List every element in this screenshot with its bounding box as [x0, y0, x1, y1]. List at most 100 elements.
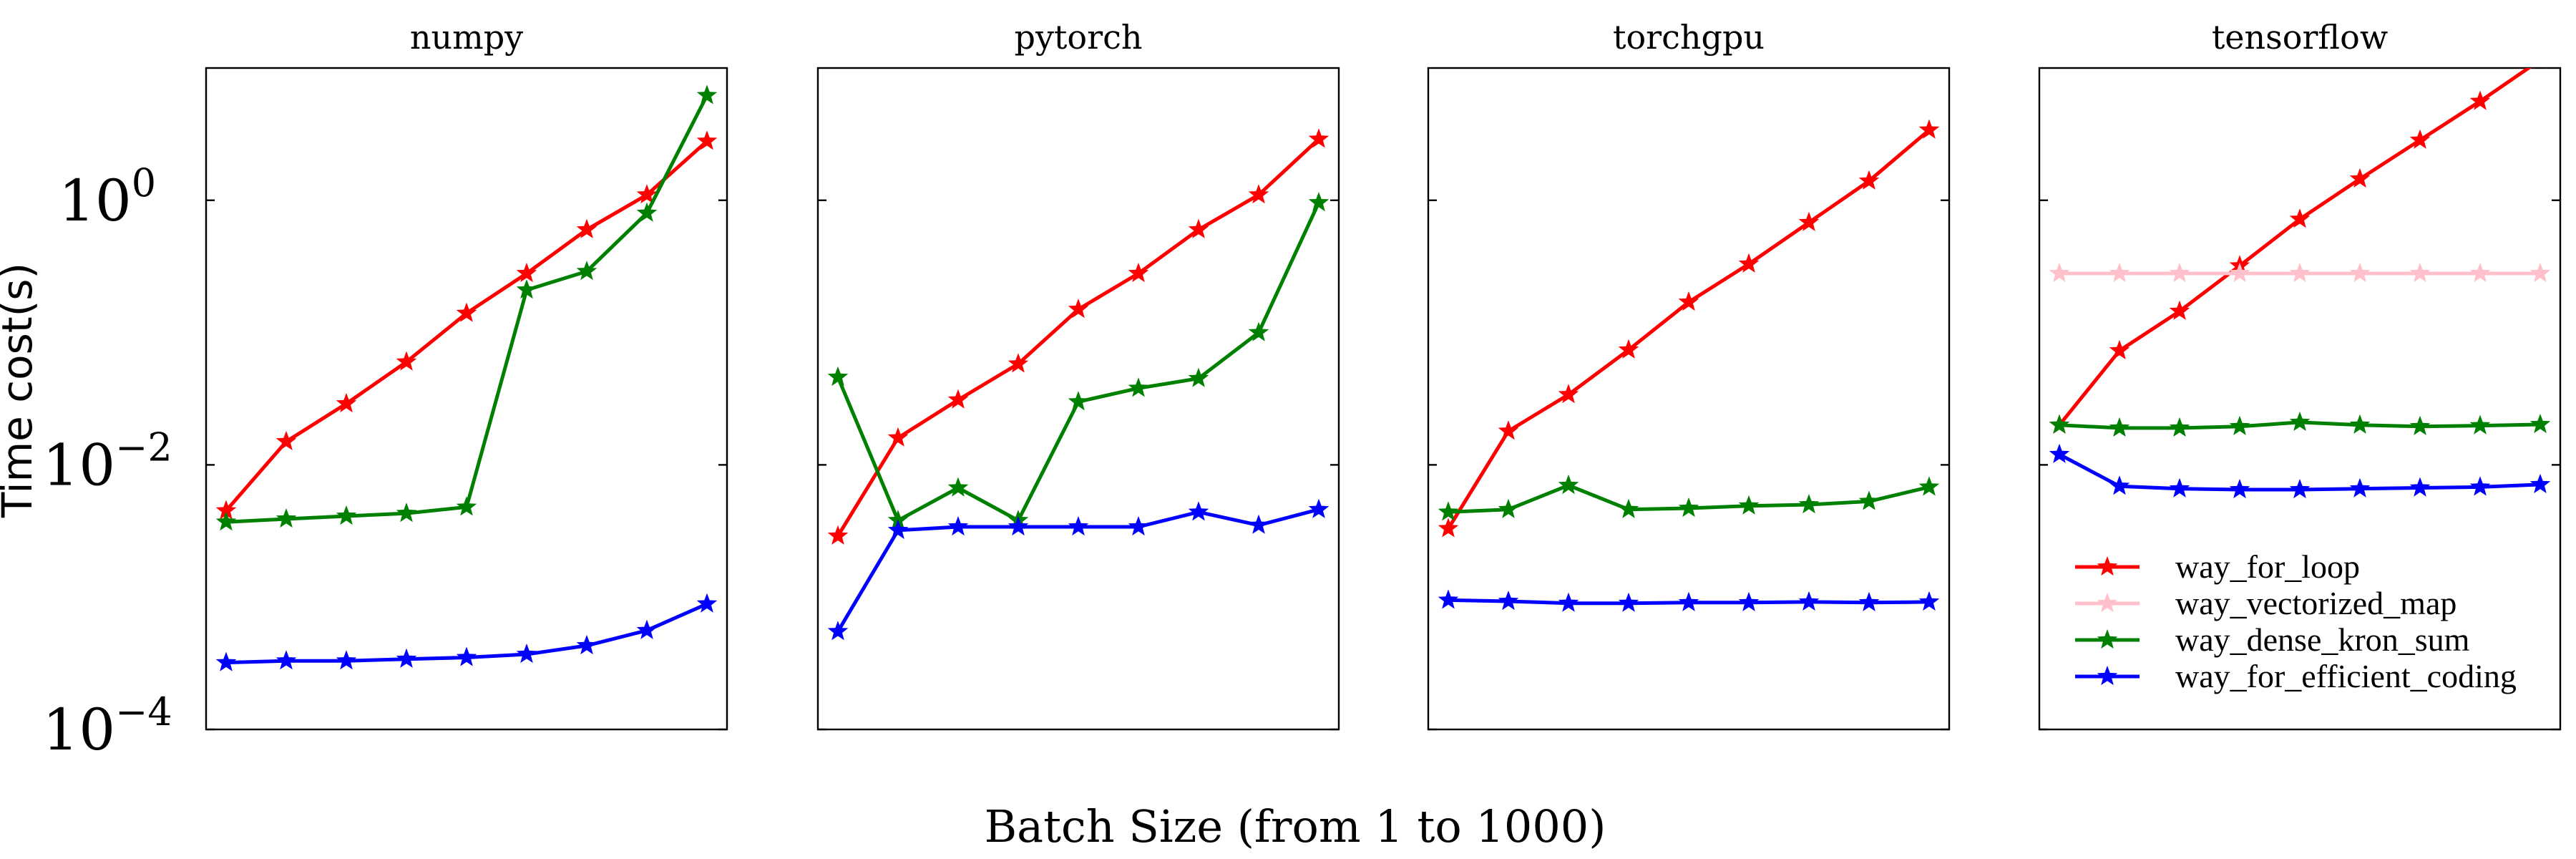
legend-item: way_for_efficient_coding: [2075, 658, 2517, 694]
axes-frame: [2038, 67, 2562, 731]
data-point-way_for_efficient_coding: [696, 593, 718, 613]
data-point-way_for_loop: [576, 218, 597, 238]
series-line-way_for_loop: [1446, 128, 1931, 530]
data-point-way_dense_kron_sum: [1558, 475, 1579, 495]
subplot-tensorflow: tensorflow: [2038, 18, 2562, 731]
data-point-way_dense_kron_sum: [576, 261, 597, 281]
data-point-way_for_efficient_coding: [947, 516, 969, 536]
data-point-way_dense_kron_sum: [215, 511, 237, 531]
data-point-way_for_efficient_coding: [887, 519, 909, 539]
data-point-way_dense_kron_sum: [2289, 411, 2311, 431]
data-point-way_for_efficient_coding: [2349, 477, 2371, 498]
data-point-way_for_loop: [2289, 208, 2311, 228]
data-point-way_for_efficient_coding: [1438, 589, 1459, 609]
data-point-way_for_loop: [1618, 339, 1639, 359]
legend-star-marker: [2097, 666, 2118, 686]
data-point-way_dense_kron_sum: [456, 496, 477, 516]
data-point-way_for_efficient_coding: [516, 644, 537, 664]
subplot-title: torchgpu: [1613, 18, 1765, 57]
y-tick-label: 100: [59, 160, 156, 234]
legend-star-marker: [2097, 629, 2118, 649]
data-point-way_vectorized_map: [2349, 263, 2371, 283]
data-point-way_dense_kron_sum: [827, 366, 849, 387]
data-point-way_for_efficient_coding: [1738, 591, 1760, 611]
data-point-way_for_efficient_coding: [2469, 476, 2491, 496]
data-point-way_for_loop: [336, 392, 357, 413]
data-point-way_dense_kron_sum: [2049, 414, 2070, 434]
data-point-way_dense_kron_sum: [1438, 501, 1459, 521]
axes-frame: [1427, 67, 1951, 731]
data-point-way_for_efficient_coding: [215, 651, 237, 671]
data-point-way_for_loop: [1248, 184, 1269, 204]
data-point-way_dense_kron_sum: [696, 84, 718, 105]
y-tick-labels: 100 10−2 10−4: [42, 160, 172, 763]
legend-label: way_for_loop: [2175, 548, 2360, 585]
data-point-way_for_loop: [2534, 68, 2547, 69]
legend-star-marker: [2097, 556, 2118, 576]
data-point-way_for_loop: [696, 130, 718, 150]
data-point-way_for_efficient_coding: [1918, 591, 1940, 611]
series-line-way_for_loop: [2058, 68, 2532, 427]
data-point-way_dense_kron_sum: [396, 503, 417, 523]
legend-item: way_dense_kron_sum: [2075, 621, 2470, 658]
data-point-way_for_efficient_coding: [2109, 475, 2130, 495]
data-point-way_for_efficient_coding: [1188, 501, 1209, 521]
series-line-way_for_loop: [225, 140, 708, 513]
legend-star-marker: [2097, 593, 2118, 613]
data-point-way_vectorized_map: [2229, 263, 2250, 283]
subplot-numpy: numpy: [205, 18, 728, 731]
data-point-way_for_efficient_coding: [2289, 479, 2311, 499]
data-point-way_for_loop: [2409, 129, 2431, 149]
data-point-way_for_efficient_coding: [827, 621, 849, 641]
y-tick-label: 10−2: [42, 424, 172, 498]
data-point-way_vectorized_map: [2169, 263, 2190, 283]
data-point-way_dense_kron_sum: [1798, 494, 1820, 514]
data-point-way_for_efficient_coding: [1068, 516, 1089, 536]
data-point-way_for_efficient_coding: [1558, 592, 1579, 612]
data-point-way_dense_kron_sum: [887, 510, 909, 530]
data-point-way_for_efficient_coding: [1798, 591, 1820, 611]
data-point-way_for_loop: [1308, 128, 1330, 148]
data-point-way_vectorized_map: [2049, 263, 2070, 283]
data-point-way_for_loop: [2349, 168, 2371, 188]
axes-frame: [816, 67, 1340, 731]
data-point-way_for_loop: [1068, 299, 1089, 319]
data-point-way_for_efficient_coding: [396, 648, 417, 668]
data-point-way_dense_kron_sum: [2229, 415, 2250, 435]
data-point-way_dense_kron_sum: [2349, 414, 2371, 434]
data-point-way_dense_kron_sum: [1918, 476, 1940, 496]
data-point-way_for_loop: [1558, 384, 1579, 404]
data-point-way_dense_kron_sum: [1128, 377, 1149, 397]
data-point-way_for_efficient_coding: [2529, 473, 2551, 493]
data-point-way_vectorized_map: [2409, 263, 2431, 283]
data-point-way_for_loop: [1128, 263, 1149, 283]
data-point-way_for_loop: [275, 430, 297, 450]
subplot-title: pytorch: [1015, 18, 1143, 57]
data-point-way_for_loop: [1678, 291, 1699, 311]
data-point-way_for_efficient_coding: [1128, 516, 1149, 536]
data-point-way_for_efficient_coding: [1498, 591, 1519, 611]
data-point-way_for_efficient_coding: [576, 634, 597, 655]
data-point-way_dense_kron_sum: [1678, 498, 1699, 518]
data-point-way_dense_kron_sum: [2109, 417, 2130, 437]
legend-label: way_for_efficient_coding: [2175, 658, 2517, 694]
data-point-way_for_loop: [947, 389, 969, 409]
data-point-way_for_loop: [456, 302, 477, 322]
data-point-way_for_loop: [1438, 518, 1459, 538]
legend-item: way_vectorized_map: [2075, 585, 2457, 621]
legend-label: way_dense_kron_sum: [2175, 621, 2470, 658]
subplot-torchgpu: torchgpu: [1427, 18, 1951, 731]
data-point-way_for_loop: [827, 525, 849, 545]
data-point-way_for_efficient_coding: [2049, 443, 2070, 463]
data-point-way_for_loop: [1798, 211, 1820, 231]
data-point-way_for_loop: [2109, 339, 2130, 359]
data-point-way_for_loop: [215, 500, 237, 520]
data-point-way_for_efficient_coding: [2409, 477, 2431, 497]
data-point-way_for_loop: [1498, 420, 1519, 440]
data-point-way_vectorized_map: [2289, 263, 2311, 283]
y-tick-label: 10−4: [42, 689, 172, 763]
data-point-way_dense_kron_sum: [1068, 391, 1089, 411]
data-point-way_dense_kron_sum: [1498, 498, 1519, 518]
data-point-way_dense_kron_sum: [1308, 192, 1330, 212]
